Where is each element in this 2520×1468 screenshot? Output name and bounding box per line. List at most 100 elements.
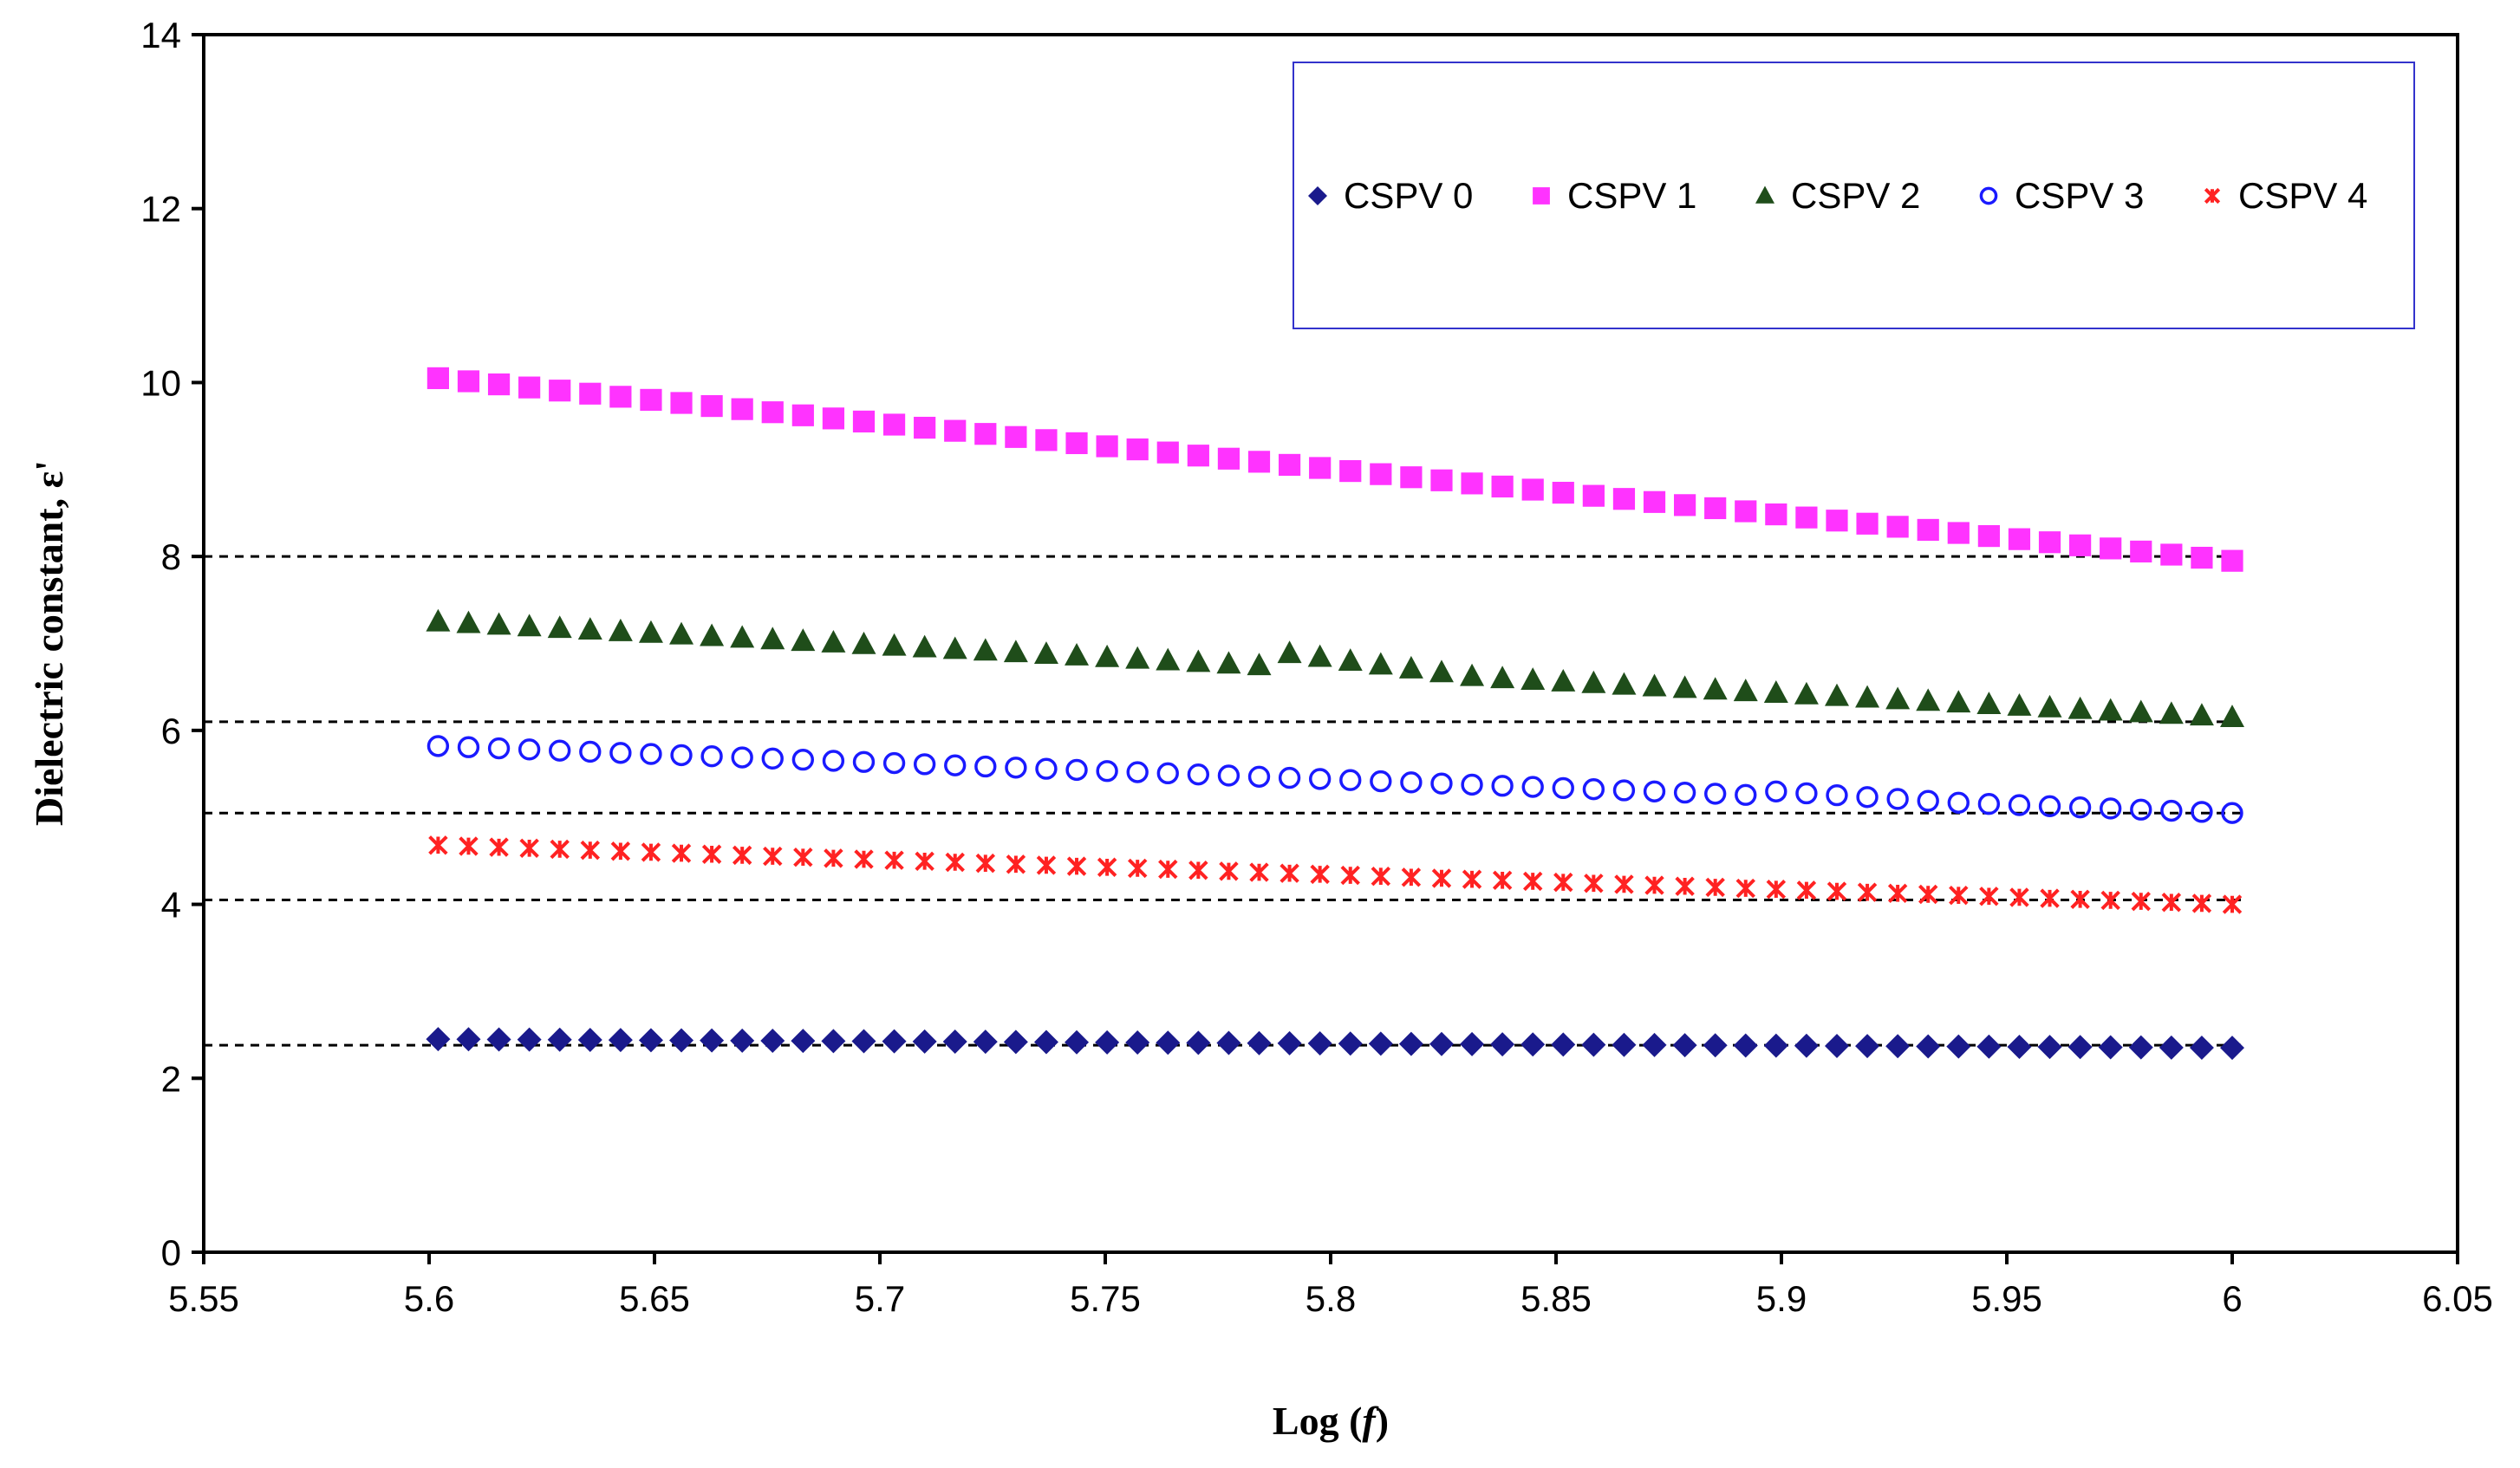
data-point bbox=[1006, 854, 1026, 874]
data-point bbox=[791, 748, 815, 771]
data-point bbox=[1675, 876, 1695, 896]
data-point bbox=[1916, 1034, 1941, 1059]
data-point bbox=[822, 407, 845, 430]
data-point bbox=[1005, 425, 1027, 448]
legend-marker bbox=[1755, 185, 1774, 204]
data-point bbox=[609, 386, 632, 408]
data-point bbox=[1735, 783, 1757, 806]
data-point bbox=[577, 1027, 602, 1052]
data-point bbox=[882, 751, 906, 775]
data-point bbox=[1916, 688, 1941, 711]
data-point bbox=[1855, 1034, 1880, 1059]
y-tick-label: 12 bbox=[140, 189, 181, 230]
data-point bbox=[1127, 858, 1148, 879]
data-point bbox=[1520, 1032, 1546, 1057]
data-point bbox=[2161, 893, 2182, 913]
data-point bbox=[2189, 1035, 2214, 1060]
data-point bbox=[1035, 757, 1058, 780]
data-point bbox=[1947, 522, 1970, 544]
data-point bbox=[791, 1029, 816, 1054]
data-point bbox=[457, 370, 480, 393]
data-point bbox=[1826, 510, 1848, 532]
data-point bbox=[763, 846, 783, 867]
data-point bbox=[761, 401, 784, 424]
data-point bbox=[456, 610, 481, 633]
legend-marker bbox=[1308, 186, 1327, 205]
legend-box bbox=[1293, 62, 2415, 329]
data-point bbox=[701, 844, 722, 864]
x-tick-label: 5.65 bbox=[619, 1278, 690, 1319]
data-point bbox=[518, 738, 541, 761]
data-point bbox=[1855, 685, 1880, 708]
data-point bbox=[1976, 692, 2002, 715]
data-point bbox=[2098, 698, 2123, 721]
data-point bbox=[1795, 506, 1818, 529]
y-axis: 0 2 4 6 8 10 12 14 bbox=[140, 15, 204, 1273]
data-point bbox=[760, 627, 785, 650]
data-point bbox=[1249, 862, 1269, 882]
data-point bbox=[459, 836, 479, 856]
data-point bbox=[974, 423, 997, 445]
data-point bbox=[2037, 1035, 2062, 1060]
data-point bbox=[1431, 868, 1452, 888]
data-point bbox=[822, 750, 845, 772]
data-point bbox=[2160, 543, 2183, 566]
data-point bbox=[550, 839, 570, 860]
data-point bbox=[2100, 890, 2120, 911]
data-point bbox=[547, 1027, 572, 1052]
data-point bbox=[1429, 659, 1454, 683]
data-point bbox=[609, 742, 632, 764]
data-point bbox=[1188, 861, 1208, 880]
data-point bbox=[1490, 1032, 1515, 1057]
data-point bbox=[942, 1030, 967, 1055]
data-point bbox=[1917, 518, 1939, 542]
data-point bbox=[975, 853, 996, 874]
data-point bbox=[1277, 640, 1302, 664]
data-point bbox=[2191, 893, 2212, 913]
data-point bbox=[1126, 438, 1149, 461]
y-tick-label: 10 bbox=[140, 362, 181, 403]
data-point bbox=[1460, 663, 1485, 686]
data-point bbox=[519, 838, 539, 859]
data-point bbox=[1703, 1033, 1728, 1058]
data-point bbox=[1976, 1034, 2002, 1059]
data-point bbox=[700, 623, 725, 646]
data-point bbox=[793, 847, 813, 867]
data-point bbox=[1491, 775, 1514, 797]
data-point bbox=[2070, 889, 2090, 910]
data-point bbox=[1156, 1030, 1181, 1056]
data-point bbox=[1584, 874, 1604, 893]
data-point bbox=[2191, 546, 2213, 569]
data-point bbox=[1492, 870, 1513, 891]
data-point bbox=[913, 753, 936, 776]
data-point bbox=[1704, 783, 1727, 805]
data-point bbox=[1370, 463, 1392, 485]
data-point bbox=[1216, 1030, 1241, 1056]
data-point bbox=[1036, 855, 1057, 875]
data-point bbox=[2189, 703, 2214, 726]
data-point bbox=[1095, 644, 1120, 667]
data-point bbox=[1644, 875, 1664, 895]
data-point bbox=[1491, 475, 1514, 498]
data-point bbox=[1885, 1034, 1911, 1059]
data-point bbox=[1733, 679, 1758, 702]
data-point bbox=[2068, 796, 2092, 819]
data-points bbox=[426, 367, 2244, 1061]
data-point bbox=[1643, 490, 1666, 513]
data-point bbox=[518, 376, 541, 399]
data-point bbox=[1187, 763, 1210, 786]
data-point bbox=[1368, 652, 1393, 675]
data-point bbox=[1551, 1032, 1576, 1057]
data-point bbox=[1033, 641, 1058, 665]
data-point bbox=[1065, 1030, 1090, 1055]
data-point bbox=[487, 373, 511, 396]
data-point bbox=[577, 617, 602, 640]
data-point bbox=[761, 747, 784, 770]
data-point bbox=[1672, 675, 1697, 698]
data-point bbox=[489, 837, 509, 857]
legend-label: CSPV 0 bbox=[1344, 175, 1473, 216]
data-point bbox=[610, 841, 631, 861]
data-point bbox=[882, 1029, 907, 1054]
data-point bbox=[669, 1028, 694, 1053]
x-tick-label: 6.05 bbox=[2422, 1278, 2493, 1319]
